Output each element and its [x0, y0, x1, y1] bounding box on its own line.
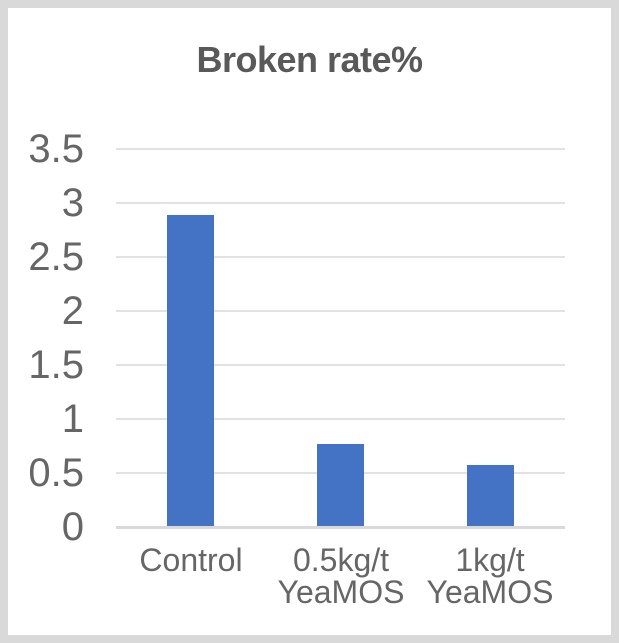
x-tick-label: 0.5kg/t YeaMOS [277, 542, 405, 610]
chart-title: Broken rate% [196, 39, 423, 80]
gridline [116, 310, 565, 312]
y-tick-label: 2 [61, 289, 84, 333]
bar-1 [167, 215, 214, 527]
y-tick-label: 2.5 [28, 235, 84, 279]
y-tick-label: 1.5 [28, 343, 84, 387]
bar-2 [317, 444, 364, 527]
bar-3 [467, 465, 514, 527]
gridline [116, 364, 565, 366]
y-tick-label: 3 [61, 181, 84, 225]
gridline [116, 256, 565, 258]
y-tick-label: 1 [61, 397, 84, 441]
y-tick-label: 0 [61, 505, 84, 549]
gridline [116, 202, 565, 204]
gridline [116, 148, 565, 150]
gridline [116, 418, 565, 420]
x-tick-label: Control [139, 542, 243, 578]
x-tick-label: 1kg/t YeaMOS [426, 542, 554, 610]
chart-card-background [8, 8, 611, 635]
x-axis-line [116, 526, 565, 529]
y-tick-label: 0.5 [28, 451, 84, 495]
y-tick-label: 3.5 [28, 127, 84, 171]
